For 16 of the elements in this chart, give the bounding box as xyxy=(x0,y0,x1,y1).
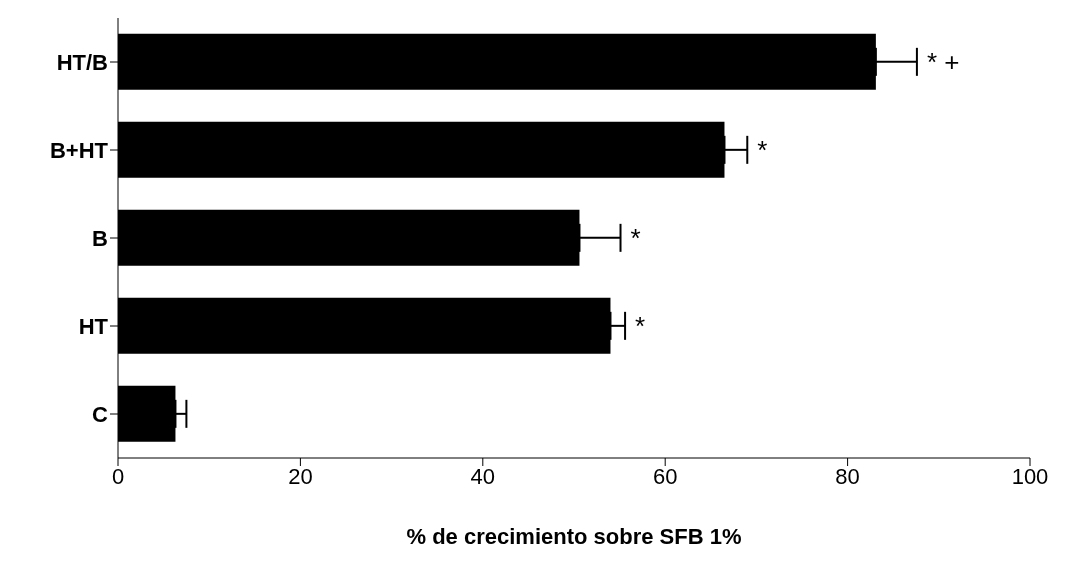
annotation: * xyxy=(757,135,768,166)
y-tick-label: C xyxy=(92,401,109,427)
x-tick-label: 20 xyxy=(288,463,313,489)
x-tick-label: 0 xyxy=(111,463,125,489)
x-tick-label: 40 xyxy=(470,463,496,489)
y-tick-label: HT/B xyxy=(56,49,108,75)
y-tick-label: B+HT xyxy=(49,137,109,163)
y-tick-label: HT xyxy=(78,313,109,339)
annotation: * + xyxy=(926,47,960,78)
x-tick-label: 80 xyxy=(835,463,860,489)
y-tick-label: B xyxy=(92,225,108,251)
annotation: * xyxy=(635,311,646,342)
x-tick-label: 100 xyxy=(1011,463,1049,489)
x-tick-label: 60 xyxy=(652,463,678,489)
annotation: * xyxy=(630,223,641,254)
x-axis-title: % de crecimiento sobre SFB 1% xyxy=(406,523,742,549)
